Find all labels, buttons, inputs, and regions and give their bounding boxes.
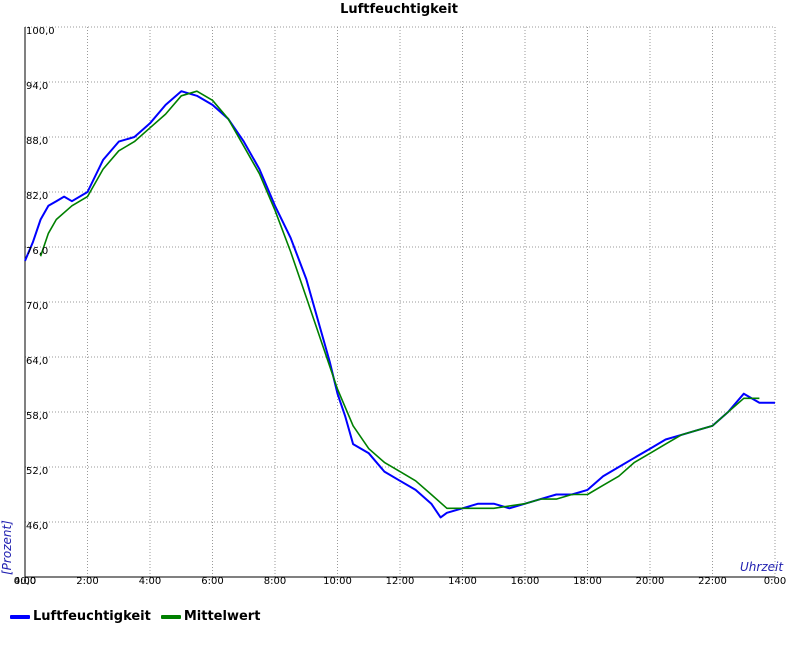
y-tick-label: 64,0 [26,356,48,367]
x-tick-label: 6:00 [201,576,223,587]
y-tick-label: 58,0 [26,411,48,422]
y-tick-label: 76,0 [26,246,48,257]
x-tick-label: 22:00 [698,576,727,587]
y-tick-label: 46,0 [26,521,48,532]
x-axis-label: Uhrzeit [740,560,784,574]
legend-item-humidity: Luftfeuchtigkeit [10,609,151,624]
x-tick-label: 8:00 [264,576,286,587]
x-tick-label: 10:00 [323,576,352,587]
x-tick-label: 0:00 [14,576,36,587]
y-tick-label: 40,0 [14,576,36,587]
chart-title: Luftfeuchtigkeit [340,2,458,17]
legend: Luftfeuchtigkeit Mittelwert [10,609,270,624]
y-tick-label: 52,0 [26,466,48,477]
y-tick-label: 94,0 [26,81,48,92]
series-line-humidity [24,90,775,519]
x-tick-label: 18:00 [573,576,602,587]
x-tick-label: 14:00 [448,576,477,587]
x-tick-label: 0:00 [764,576,786,587]
series-layer [24,90,775,519]
y-axis-label: [Prozent] [0,520,14,575]
legend-item-average: Mittelwert [160,609,261,624]
legend-label-average: Mittelwert [183,609,261,624]
legend-swatch-humidity [10,614,30,619]
y-tick-label: 100,0 [26,26,55,37]
x-tick-label: 12:00 [386,576,415,587]
y-tick-label: 88,0 [26,136,48,147]
plot-area [24,26,776,578]
y-tick-label: 82,0 [26,191,48,202]
y-tick-label: 70,0 [26,301,48,312]
x-tick-label: 2:00 [76,576,98,587]
legend-swatch-average [160,614,181,619]
y-axis-ticks: 46,0 52,0 58,0 64,0 70,0 76,0 82,0 88,0 94,0 100,… [14,26,55,587]
x-axis-ticks: 0:00 2:00 4:00 6:00 8:00 10:00 12:00 14:00 16:00… [14,576,786,587]
x-tick-label: 4:00 [139,576,161,587]
axes [24,27,775,578]
x-tick-label: 20:00 [636,576,665,587]
legend-label-humidity: Luftfeuchtigkeit [33,609,151,624]
series-line-average [39,90,760,510]
x-tick-label: 16:00 [511,576,540,587]
